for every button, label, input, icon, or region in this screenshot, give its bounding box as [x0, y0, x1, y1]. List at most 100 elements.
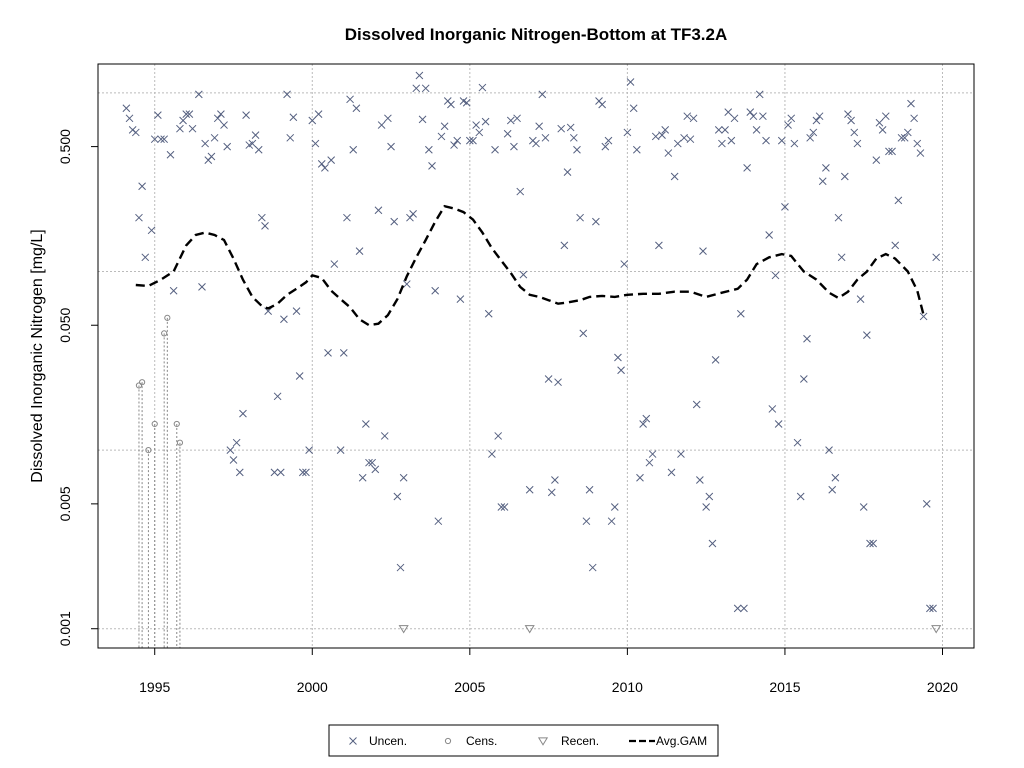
uncensored-point — [812, 116, 821, 125]
uncensored-point — [547, 488, 556, 497]
uncensored-point — [308, 116, 317, 125]
uncensored-point — [617, 366, 625, 375]
uncensored-point — [150, 135, 159, 144]
uncensored-point — [532, 139, 540, 148]
uncensored-point — [239, 409, 247, 418]
uncensored-point — [235, 468, 244, 477]
uncensored-point — [409, 210, 417, 218]
uncensored-point — [825, 446, 833, 454]
uncensored-point — [525, 485, 534, 494]
gam-line-layer — [135, 204, 925, 327]
x-axis: 1995 2000 2005 2010 2015 2020 — [139, 648, 958, 695]
uncensored-point — [169, 286, 178, 295]
uncensored-point — [418, 115, 427, 124]
uncensored-point — [850, 128, 859, 137]
uncensored-point — [677, 450, 685, 458]
uncensored-point — [664, 149, 673, 157]
uncensored-point — [387, 142, 395, 151]
uncensored-point — [125, 114, 134, 123]
legend-label: Recen. — [561, 734, 599, 748]
uncensored-point — [569, 133, 578, 142]
uncensored-point — [535, 122, 544, 131]
uncensored-point — [554, 378, 562, 387]
uncensored-point — [330, 260, 339, 268]
uncensored-point — [859, 503, 868, 511]
censored-point — [161, 330, 168, 337]
uncensored-point — [711, 356, 720, 364]
uncensored-point — [135, 213, 143, 222]
uncensored-point — [670, 172, 679, 181]
uncensored-point — [853, 139, 862, 148]
censored-point — [164, 314, 171, 321]
uncensored-point — [475, 128, 484, 137]
uncensored-point — [182, 110, 191, 118]
uncensored-point — [708, 539, 717, 548]
uncensored-point — [261, 222, 269, 230]
uncensored-point — [903, 128, 912, 137]
grid-layer — [98, 64, 974, 648]
uncensored-point — [837, 253, 846, 262]
uncensored-point — [131, 128, 140, 137]
uncensored-point — [655, 241, 663, 250]
y-tick-label: 0.001 — [57, 611, 73, 646]
uncensored-point — [122, 104, 131, 113]
legend-label: Avg.GAM — [656, 734, 707, 748]
uncensored-point — [465, 136, 474, 145]
uncensored-point — [749, 112, 758, 121]
uncensored-point — [415, 71, 424, 80]
uncensored-point — [437, 132, 446, 141]
uncensored-point — [922, 500, 931, 508]
uncensored-point — [718, 139, 726, 148]
uncensored-point — [762, 136, 770, 145]
uncensored-point — [790, 139, 799, 148]
uncensored-point — [818, 177, 827, 186]
uncensored-point — [932, 253, 941, 262]
uncensored-point — [680, 133, 688, 142]
uncensored-point — [661, 126, 670, 134]
uncensored-point — [639, 420, 647, 428]
uncensored-point — [254, 145, 263, 154]
uncensored-point — [888, 147, 896, 156]
uncensored-point — [651, 132, 660, 141]
uncensored-point — [538, 90, 547, 99]
uncensored-point — [450, 141, 458, 149]
uncensored-point — [302, 468, 310, 477]
x-tick-label: 2015 — [769, 679, 800, 695]
uncensored-point — [601, 142, 610, 151]
uncensored-point — [166, 150, 175, 159]
uncensored-point — [223, 142, 232, 151]
censored-point — [135, 382, 143, 389]
uncensored-point — [544, 375, 553, 383]
uncensored-point — [147, 226, 156, 235]
uncensored-point — [863, 331, 871, 340]
uncensored-point — [390, 217, 399, 226]
uncensored-point — [623, 128, 632, 137]
uncensored-point — [317, 160, 326, 168]
uncensored-point — [604, 136, 613, 145]
uncensored-point — [377, 121, 386, 129]
uncensored-point — [714, 126, 723, 134]
uncensored-point — [425, 145, 433, 154]
uncensored-point — [138, 182, 146, 191]
uncensored-point — [292, 307, 301, 315]
legend: Uncen. Cens. Recen. Avg.GAM — [328, 724, 719, 757]
uncensored-point — [352, 104, 361, 113]
uncensored-point — [730, 114, 739, 123]
uncensored-point — [270, 468, 279, 477]
uncensored-point — [396, 563, 405, 572]
uncensored-point — [891, 241, 900, 250]
uncensored-point — [286, 133, 295, 142]
uncensored-point — [355, 247, 364, 255]
uncensored-point — [856, 295, 865, 303]
uncensored-point — [869, 539, 878, 548]
uncensored-point — [491, 145, 499, 154]
legend-symbol-recen — [537, 737, 549, 746]
uncensored-point — [692, 400, 701, 409]
uncensored-point — [667, 468, 676, 477]
uncensored-point — [752, 126, 761, 134]
uncensored-point — [560, 241, 569, 250]
uncensored-point — [803, 334, 811, 343]
x-tick-label: 2020 — [927, 679, 958, 695]
uncensored-point — [875, 118, 884, 127]
uncensored-point — [614, 353, 622, 362]
